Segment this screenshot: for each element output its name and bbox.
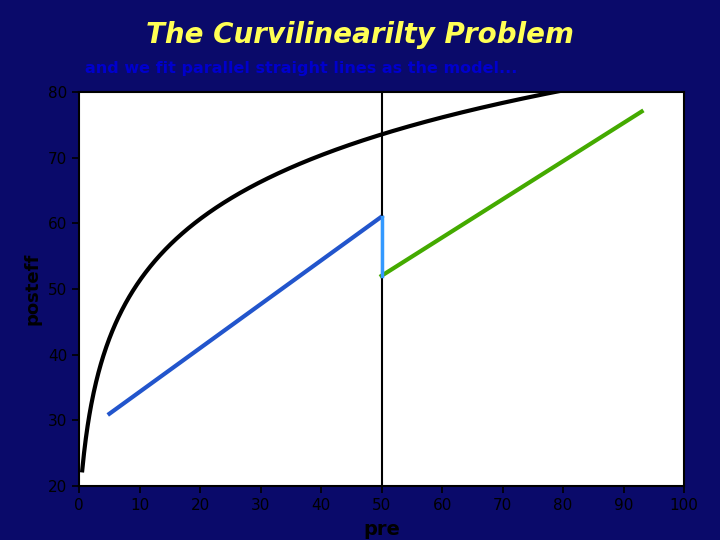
X-axis label: pre: pre <box>363 519 400 539</box>
Text: and we fit parallel straight lines as the model...: and we fit parallel straight lines as th… <box>85 61 518 76</box>
Y-axis label: posteff: posteff <box>23 253 41 325</box>
Text: The Curvilinearilty Problem: The Curvilinearilty Problem <box>146 21 574 49</box>
